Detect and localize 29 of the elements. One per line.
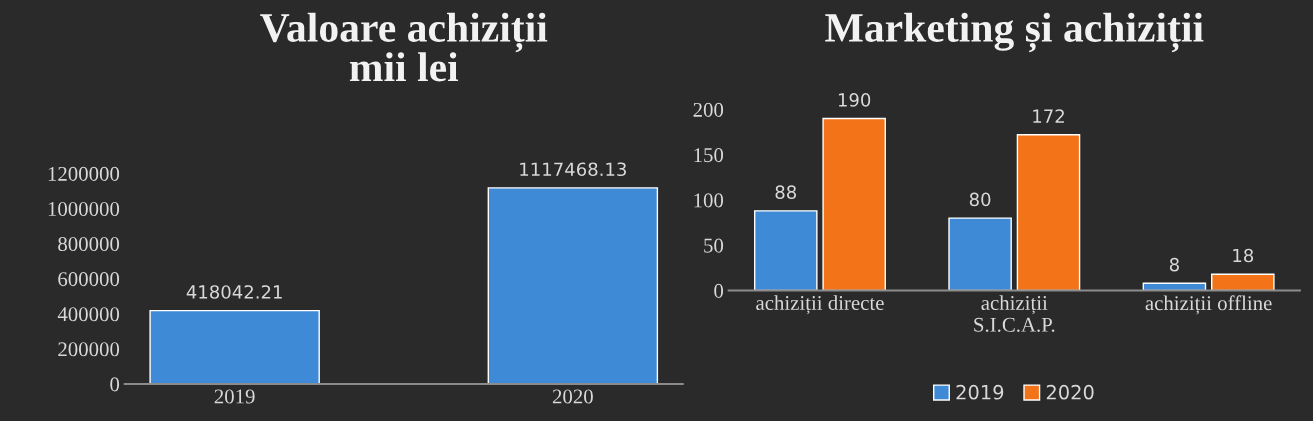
y-tick-label: 0: [714, 283, 724, 298]
data-label: 172: [1033, 109, 1064, 123]
y-tick-label: 50: [704, 238, 724, 253]
x-tick-label: achiziții offline: [1145, 295, 1272, 315]
y-tick-label: 200000: [58, 342, 120, 357]
data-label: 190: [838, 93, 871, 107]
chart-title: Marketing și achiziții: [825, 12, 1204, 53]
y-tick-label: 1200000: [48, 166, 120, 181]
data-label: 80: [969, 192, 991, 207]
chart-title: Valoare achiziții mii lei: [260, 12, 548, 82]
data-label: 8: [1169, 257, 1179, 272]
data-label: 1117468.13: [520, 162, 626, 177]
y-tick-label: 150: [694, 148, 724, 163]
bar: [1016, 134, 1081, 291]
bar: [822, 117, 886, 291]
y-tick-label: 800000: [58, 236, 120, 252]
y-tick-label: 0: [110, 377, 120, 392]
y-tick-label: 600000: [58, 272, 120, 287]
y-tick-label: 1000000: [48, 201, 120, 216]
y-tick-label: 100: [694, 193, 724, 208]
bar: [753, 210, 818, 291]
x-tick-label: achiziții S.I.C.A.P.: [974, 295, 1055, 332]
data-label: 88: [775, 185, 797, 200]
y-tick-label: 400000: [57, 307, 120, 322]
data-label: 418042.21: [186, 285, 282, 299]
bar: [948, 217, 1012, 291]
data-label: 18: [1233, 248, 1254, 263]
x-tick-label: achiziții directe: [756, 295, 884, 315]
y-tick-label: 200: [693, 102, 724, 117]
